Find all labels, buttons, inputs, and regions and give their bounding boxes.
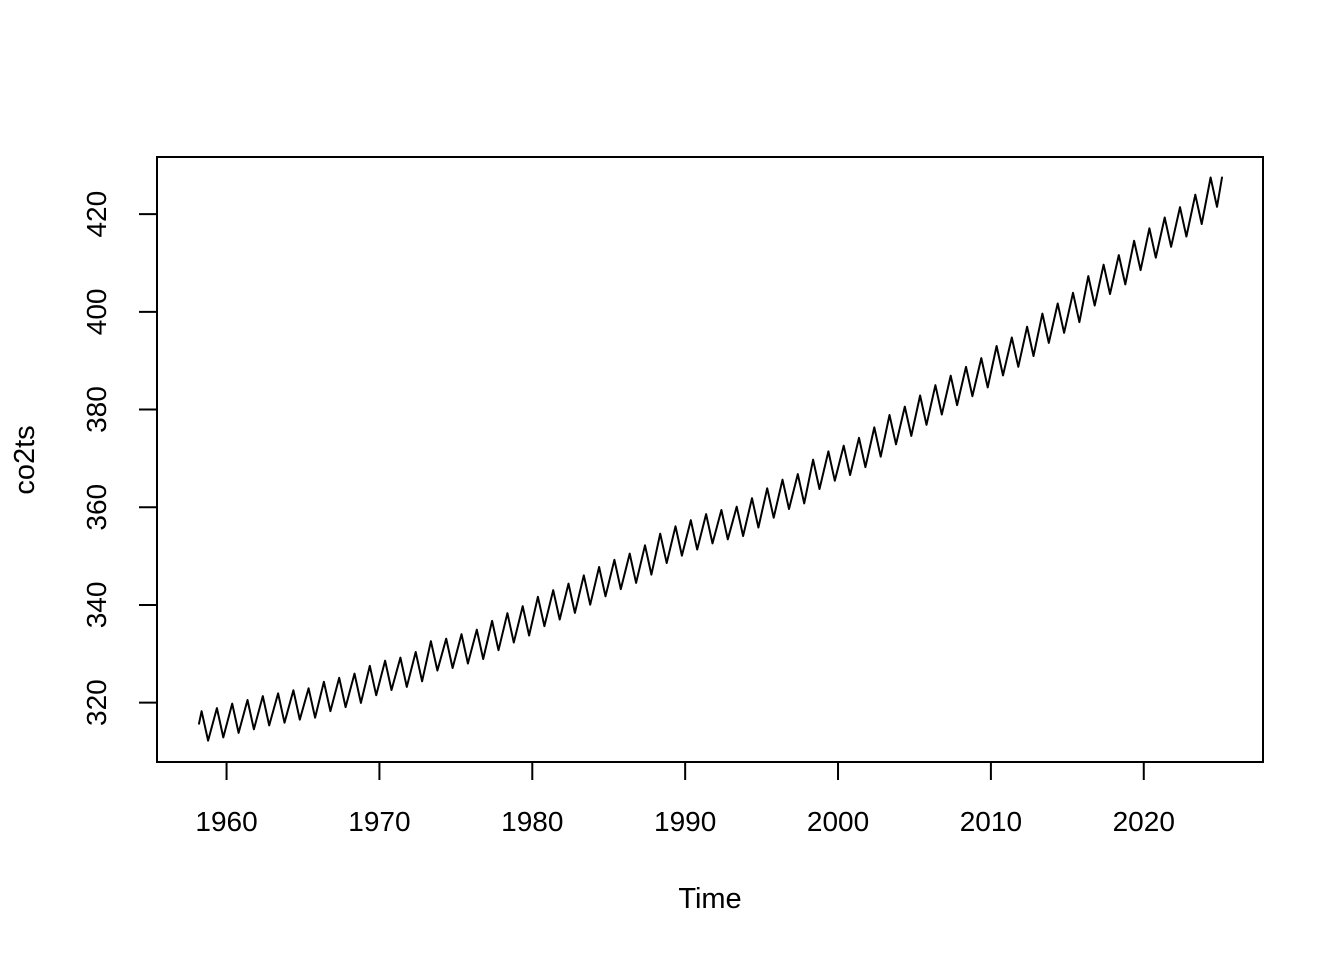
x-tick-label: 2020	[1113, 806, 1175, 837]
x-axis-title: Time	[678, 883, 741, 915]
x-tick-label: 1960	[195, 806, 257, 837]
y-tick-label: 400	[81, 288, 112, 335]
y-tick-label: 360	[81, 484, 112, 531]
plot-box	[156, 156, 1264, 763]
x-tick-label: 1990	[654, 806, 716, 837]
x-tick-label: 2000	[807, 806, 869, 837]
x-tick-label: 2010	[960, 806, 1022, 837]
x-tick-label: 1970	[348, 806, 410, 837]
y-tick-label: 320	[81, 679, 112, 726]
co2-series-line	[198, 176, 1223, 742]
x-tick-label: 1980	[501, 806, 563, 837]
y-tick-label: 340	[81, 582, 112, 629]
y-tick-label: 380	[81, 386, 112, 433]
y-axis-title: co2ts	[9, 425, 41, 494]
y-tick-label: 420	[81, 191, 112, 238]
